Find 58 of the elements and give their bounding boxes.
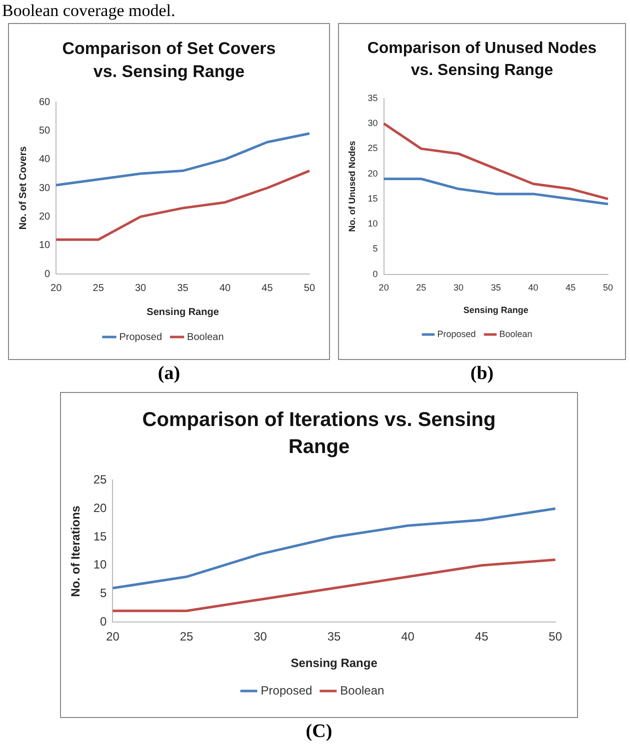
x-tick-label: 45 <box>262 282 274 294</box>
y-axis-title: No. of Set Covers <box>18 146 29 230</box>
x-tick-label: 35 <box>327 630 342 644</box>
y-axis-title: No. of Unused Nodes <box>346 141 357 232</box>
y-tick-label: 35 <box>368 93 378 104</box>
y-tick-label: 5 <box>100 586 108 600</box>
y-tick-label: 20 <box>93 500 108 515</box>
text: (b) <box>469 363 495 385</box>
x-tick-label: 50 <box>602 282 613 292</box>
text: (C) <box>304 721 334 743</box>
text: (a) <box>156 363 182 385</box>
y-tick-label: 25 <box>368 143 378 154</box>
x-axis-title: Sensing Range <box>463 305 528 316</box>
x-tick-label: 35 <box>177 282 189 294</box>
y-tick-label: 10 <box>93 558 108 572</box>
x-tick-label: 40 <box>528 282 538 292</box>
legend-label: Boolean <box>340 683 384 698</box>
y-tick-label: 15 <box>368 194 378 204</box>
x-tick-label: 50 <box>304 282 316 294</box>
x-tick-label: 45 <box>474 630 489 644</box>
x-tick-label: 35 <box>490 282 501 292</box>
legend-label: Boolean <box>187 332 224 343</box>
y-tick-label: 20 <box>368 168 378 178</box>
chart-title: Comparison of Set Covers vs. Sensing Range <box>61 38 277 83</box>
x-tick-label: 20 <box>50 282 62 294</box>
y-tick-label: 20 <box>39 211 51 222</box>
y-tick-label: 15 <box>93 529 108 544</box>
chart-title: Comparison of Unused Nodes vs. Sensing Range <box>366 39 598 81</box>
x-tick-label: 40 <box>401 630 415 644</box>
y-tick-label: 30 <box>368 118 378 128</box>
chart-title: Comparison of Iterations vs. Sensing Range <box>141 408 497 460</box>
x-tick-label: 30 <box>135 282 147 294</box>
legend-label: Boolean <box>499 329 532 340</box>
y-tick-label: 5 <box>372 244 378 254</box>
y-tick-label: 0 <box>44 268 51 280</box>
y-tick-label: 40 <box>39 154 51 165</box>
y-tick-label: 25 <box>93 472 108 487</box>
legend-label: Proposed <box>437 329 476 340</box>
x-tick-label: 40 <box>219 282 231 294</box>
y-axis-title: No. of Iterations <box>68 505 83 597</box>
y-tick-label: 0 <box>372 269 378 280</box>
x-tick-label: 50 <box>548 630 562 644</box>
x-axis-title: Sensing Range <box>290 656 378 670</box>
x-tick-label: 25 <box>416 282 426 292</box>
y-tick-label: 50 <box>39 125 51 136</box>
x-tick-label: 25 <box>180 630 194 644</box>
legend-label: Proposed <box>260 683 312 698</box>
x-tick-label: 30 <box>454 282 464 292</box>
y-tick-label: 10 <box>368 218 378 229</box>
text: Boolean coverage model. <box>2 1 176 21</box>
y-tick-label: 0 <box>100 614 108 629</box>
x-axis-title: Sensing Range <box>146 306 220 318</box>
x-tick-label: 45 <box>566 282 576 292</box>
y-tick-label: 60 <box>39 96 51 108</box>
y-tick-label: 30 <box>39 182 51 194</box>
legend-label: Proposed <box>119 332 162 343</box>
x-tick-label: 30 <box>254 630 268 644</box>
y-tick-label: 10 <box>39 240 51 251</box>
